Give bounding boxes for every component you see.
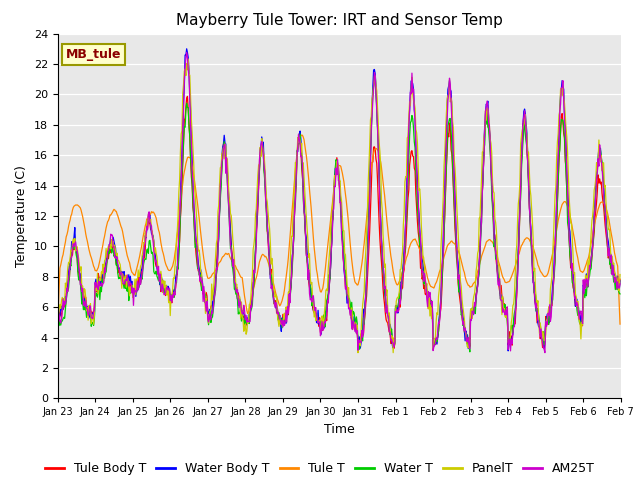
Water Body T xyxy=(179,124,187,130)
Tule T xyxy=(209,271,216,277)
Water T xyxy=(54,319,61,325)
Water Body T xyxy=(408,79,416,84)
Tule T xyxy=(122,245,129,251)
AM25T xyxy=(616,281,624,287)
Tule T xyxy=(408,239,416,244)
Tule Body T xyxy=(54,315,61,321)
Tule Body T xyxy=(64,286,72,292)
AM25T xyxy=(424,288,432,294)
Water T xyxy=(408,113,416,119)
Water Body T xyxy=(122,274,129,280)
Line: AM25T: AM25T xyxy=(58,52,620,353)
Tule Body T xyxy=(209,300,217,306)
Line: Water T: Water T xyxy=(58,76,620,352)
Water T xyxy=(64,288,72,294)
Water T xyxy=(466,349,474,355)
AM25T xyxy=(64,288,72,294)
Tule Body T xyxy=(184,94,191,99)
Tule T xyxy=(616,321,624,327)
Water Body T xyxy=(183,46,191,52)
AM25T xyxy=(54,317,61,323)
AM25T xyxy=(179,123,187,129)
Y-axis label: Temperature (C): Temperature (C) xyxy=(15,165,28,267)
Text: MB_tule: MB_tule xyxy=(66,48,122,61)
Water T xyxy=(209,314,216,320)
Tule T xyxy=(298,132,305,138)
Line: Water Body T: Water Body T xyxy=(58,49,620,351)
PanelT xyxy=(64,265,72,271)
PanelT xyxy=(409,91,417,96)
X-axis label: Time: Time xyxy=(324,423,355,436)
AM25T xyxy=(408,70,416,76)
AM25T xyxy=(122,276,129,282)
Tule Body T xyxy=(122,281,129,287)
Line: Tule T: Tule T xyxy=(58,135,620,326)
PanelT xyxy=(184,56,192,62)
Tule T xyxy=(54,323,61,329)
AM25T xyxy=(541,350,548,356)
Tule T xyxy=(424,277,432,283)
Tule Body T xyxy=(409,153,417,159)
Water Body T xyxy=(424,296,432,302)
PanelT xyxy=(122,272,129,278)
Water Body T xyxy=(64,281,72,287)
Water T xyxy=(424,299,432,305)
Tule Body T xyxy=(390,346,398,351)
Water T xyxy=(371,73,378,79)
PanelT xyxy=(616,272,624,277)
PanelT xyxy=(426,295,433,301)
Water T xyxy=(122,286,129,291)
Water Body T xyxy=(54,312,61,318)
Legend: Tule Body T, Water Body T, Tule T, Water T, PanelT, AM25T: Tule Body T, Water Body T, Tule T, Water… xyxy=(40,457,600,480)
Tule Body T xyxy=(616,276,624,282)
PanelT xyxy=(54,296,61,302)
PanelT xyxy=(209,288,217,293)
Title: Mayberry Tule Tower: IRT and Sensor Temp: Mayberry Tule Tower: IRT and Sensor Temp xyxy=(176,13,502,28)
Line: PanelT: PanelT xyxy=(58,59,620,353)
PanelT xyxy=(354,350,362,356)
Water Body T xyxy=(504,348,512,354)
Water Body T xyxy=(209,298,217,303)
Tule T xyxy=(64,228,72,234)
Water T xyxy=(616,291,624,297)
Tule Body T xyxy=(426,301,433,307)
Water Body T xyxy=(616,278,624,284)
PanelT xyxy=(179,90,187,96)
Tule T xyxy=(179,180,187,186)
Tule Body T xyxy=(179,159,187,165)
AM25T xyxy=(209,305,217,311)
Water T xyxy=(179,159,187,165)
AM25T xyxy=(183,49,191,55)
Line: Tule Body T: Tule Body T xyxy=(58,96,620,348)
